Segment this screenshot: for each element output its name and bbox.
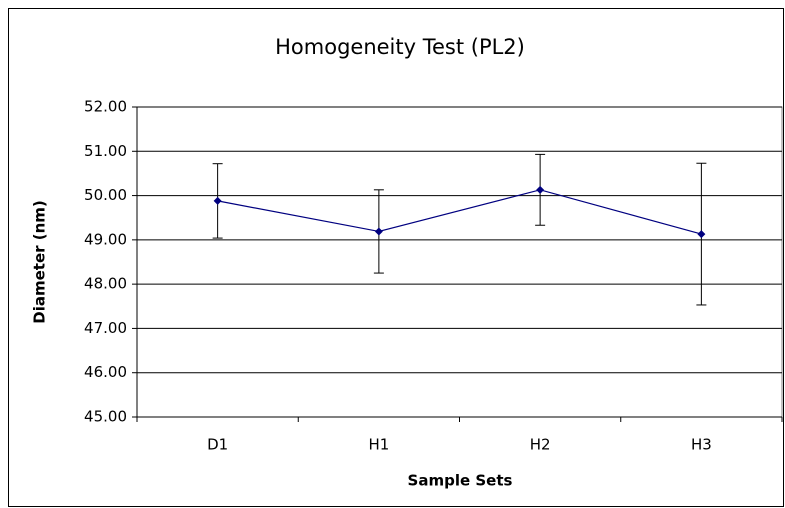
data-point [374, 227, 383, 236]
x-tick-label: H3 [691, 436, 712, 454]
y-tick-label: 45.00 [84, 408, 127, 426]
y-tick-label: 51.00 [84, 142, 127, 160]
y-tick-label: 50.00 [84, 186, 127, 204]
x-tick-label: D1 [207, 436, 228, 454]
x-axis-label: Sample Sets [408, 472, 513, 490]
data-point [213, 196, 222, 205]
x-tick-label: H1 [368, 436, 389, 454]
y-tick-label: 48.00 [84, 275, 127, 293]
x-tick-label: H2 [530, 436, 551, 454]
y-tick-label: 46.00 [84, 363, 127, 381]
plot-area [136, 106, 783, 418]
y-tick-label: 47.00 [84, 319, 127, 337]
data-point [697, 230, 706, 239]
y-tick-label: 52.00 [84, 98, 127, 116]
chart-title: Homogeneity Test (PL2) [275, 35, 525, 59]
y-axis-label: Diameter (nm) [31, 200, 49, 324]
data-point [536, 185, 545, 194]
series-line [217, 189, 702, 235]
y-tick-label: 49.00 [84, 230, 127, 248]
